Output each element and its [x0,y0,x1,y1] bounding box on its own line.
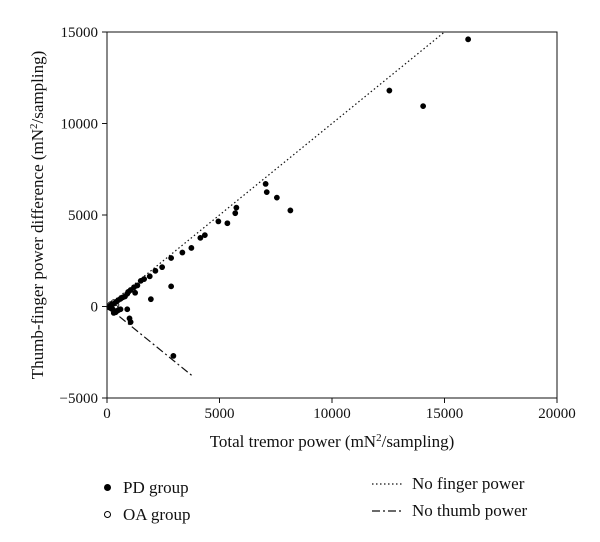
pd-data-point [179,249,186,256]
x-axis-ticks: 0 5000 10000 15000 20000 [103,398,576,422]
x-axis-title-superscript: 2 [376,432,382,444]
pd-data-point [201,232,208,239]
legend-lines: No finger power No thumb power [372,470,527,524]
pd-data-point [146,273,153,280]
pd-data-point [110,310,117,316]
x-tick-label: 5000 [205,406,235,422]
y-tick-label: 10000 [61,117,99,133]
legend-item-pd-group: PD group [104,474,191,501]
legend-item-no-finger-power: No finger power [372,470,527,497]
y-tick-label: 0 [91,300,99,316]
reference-line [106,31,445,307]
pd-data-point [159,264,166,271]
pd-data-point [224,220,231,227]
y-axis-title: Thumb-finger power difference (mN2/sampl… [28,51,47,380]
y-tick-label: −5000 [60,391,98,407]
legend-label-no-finger-power: No finger power [412,473,525,493]
pd-data-point [137,277,144,284]
plot-frame [106,31,558,399]
pd-data-point [232,210,239,217]
y-tick-label: 15000 [61,25,99,41]
y-axis-ticks: −5000 0 5000 10000 15000 [60,25,107,407]
pd-data-point [152,267,159,274]
filled-circle-icon [104,484,111,491]
pd-data-point [262,180,269,187]
legend-label-no-thumb-power: No thumb power [412,500,528,520]
pd-data-point [127,319,134,325]
pd-group-points [106,36,472,359]
y-axis-title-superscript: 2 [28,123,40,129]
pd-data-point [420,103,427,110]
pd-data-point [170,353,177,359]
pd-data-point [215,218,222,225]
legend-markers: PD group OA group [104,474,191,528]
pd-data-point [287,207,294,214]
open-circle-icon [104,511,111,518]
legend-label-pd-group: PD group [123,477,189,497]
dash-dot-line-icon [372,509,402,512]
pd-data-point [197,234,204,241]
dotted-line-icon [372,482,402,485]
x-tick-label: 15000 [426,406,464,422]
legend-item-oa-group: OA group [104,501,191,528]
legend-label-oa-group: OA group [123,504,191,524]
legend-item-no-thumb-power: No thumb power [372,497,527,524]
pd-data-point [273,194,280,201]
y-tick-label: 5000 [68,208,98,224]
pd-data-point [132,289,139,296]
pd-data-point [147,296,154,303]
x-tick-label: 0 [103,406,111,422]
pd-data-point [117,306,124,313]
x-axis-title: Total tremor power (mN2/sampling) [210,432,455,451]
pd-data-point [263,189,270,196]
pd-data-point [168,255,175,261]
x-tick-label: 10000 [313,406,351,422]
pd-data-point [168,283,175,290]
x-tick-label: 20000 [538,406,576,422]
reference-lines [106,31,445,377]
pd-data-point [188,245,195,251]
pd-data-point [124,306,131,313]
reference-line [106,306,193,377]
pd-data-point [465,36,472,43]
pd-data-point [233,204,240,211]
pd-data-point [386,87,393,94]
